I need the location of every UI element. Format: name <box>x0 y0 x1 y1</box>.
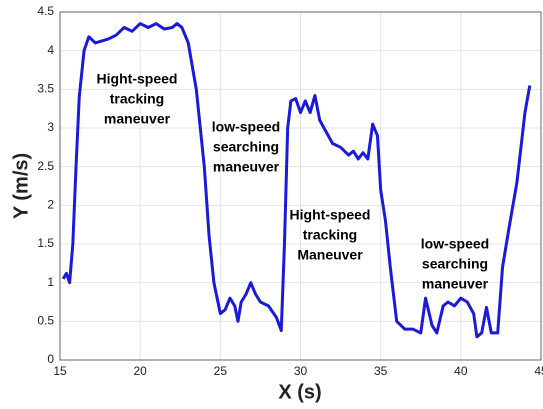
annotation: maneuver <box>422 276 489 292</box>
annotation: Maneuver <box>297 247 363 263</box>
y-tick-label: 4 <box>47 43 54 57</box>
data-line <box>61 22 532 339</box>
y-tick-label: 4.5 <box>37 4 54 18</box>
y-tick-label: 3.5 <box>37 82 54 96</box>
y-axis-label: Y (m/s) <box>10 153 32 219</box>
annotation: low-speed <box>212 119 280 135</box>
annotation: maneuver <box>213 159 280 175</box>
y-tick-label: 0 <box>47 352 54 366</box>
x-tick-label: 30 <box>294 364 308 378</box>
annotation: searching <box>422 256 488 272</box>
x-axis-label: X (s) <box>278 381 321 403</box>
y-tick-label: 1.5 <box>37 236 54 250</box>
plot-frame <box>59 11 542 361</box>
y-tick-label: 1 <box>47 275 54 289</box>
y-tick-label: 2.5 <box>37 159 54 173</box>
x-tick-label: 25 <box>214 364 228 378</box>
x-tick-label: 40 <box>454 364 468 378</box>
x-tick-label: 20 <box>133 364 147 378</box>
annotation: low-speed <box>421 236 489 252</box>
annotation: tracking <box>303 227 357 243</box>
annotation: Hight-speed <box>97 71 178 87</box>
annotation: maneuver <box>104 111 171 127</box>
y-tick-label: 3 <box>47 120 54 134</box>
y-tick-label: 2 <box>47 198 54 212</box>
x-tick-label: 15 <box>53 364 67 378</box>
annotation: Hight-speed <box>290 207 371 223</box>
x-tick-label: 45 <box>534 364 543 378</box>
annotation: searching <box>213 139 279 155</box>
x-tick-label: 35 <box>374 364 388 378</box>
y-tick-label: 0.5 <box>37 314 54 328</box>
annotation: tracking <box>110 91 164 107</box>
